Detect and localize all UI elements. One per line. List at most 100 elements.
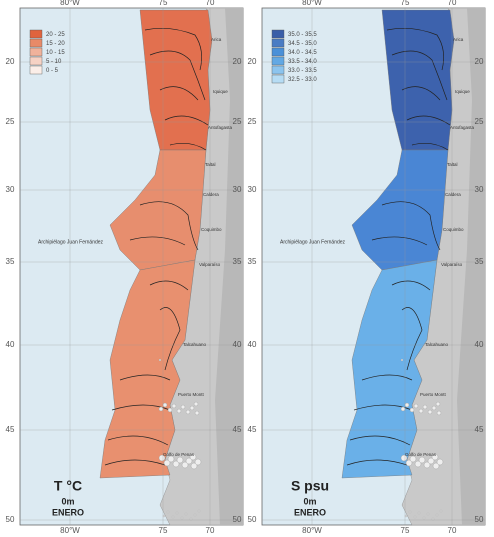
island [185,457,193,465]
island [189,405,195,411]
contour-line [139,201,199,251]
lon-tick-label: 80°W [60,526,80,535]
island [427,457,435,465]
lat-tick-label: 20 [248,57,257,66]
lon-tick-label: 75 [159,0,168,7]
island [158,454,166,462]
panel-title: S psu [291,478,329,494]
panel-depth: 0m [61,496,74,506]
legend-label: 35.0 - 35.5 [288,32,317,38]
legend-label: 33.5 - 34.0 [288,59,317,65]
contour-line [107,435,169,446]
lon-tick-label: 75 [401,526,410,535]
contour-line [361,374,413,381]
place-name: Talcahuano [183,342,207,347]
place-name: Arica [453,37,464,42]
place-name: Talcahuano [425,342,449,347]
island [171,403,177,409]
island [172,460,180,468]
legend-label: 5 - 10 [46,59,62,65]
island [185,409,191,415]
contour-line [391,50,448,101]
contour-line [164,115,209,126]
island [413,403,419,409]
lon-tick-label: 70 [448,0,457,7]
island [193,401,199,407]
lat-tick-label: 35 [6,257,15,266]
lon-tick-label: 70 [206,526,215,535]
contour-line [119,374,171,381]
island [418,456,426,464]
island [413,515,417,519]
lon-tick-label: 70 [206,0,215,7]
island [426,512,430,516]
contour-line [159,307,181,371]
place-name: Valparaíso [199,262,221,267]
place-name: Antofagasta [450,125,475,130]
island [431,517,435,521]
place-name: Coquimbo [201,227,222,232]
contour-line [401,307,423,371]
island [405,459,413,467]
island [167,455,175,463]
island [184,512,188,516]
island [166,510,170,514]
map-panel: 80°W 80°W 75 75 70 70 20 20 25 25 30 30 35 35 40 40 45 45… [248,0,486,535]
legend-swatch [29,56,43,66]
island [409,455,417,463]
island [189,453,197,461]
contour-line [104,459,166,466]
lat-tick-label: 20 [475,57,484,66]
island [194,458,202,466]
lon-tick-label: 75 [159,526,168,535]
lat-tick-label: 20 [233,57,242,66]
place-name: Antofagasta [208,125,233,130]
place-name: Taltal [205,162,216,167]
lat-tick-label: 35 [233,257,242,266]
legend-swatch [29,38,43,48]
place-name: Puerto Montt [178,392,205,397]
island [158,406,164,412]
legend-swatch [271,56,285,66]
island [189,517,193,521]
field-region [341,259,438,479]
island-label: Archipiélago Juan Fernández [280,239,346,245]
place-name: Coquimbo [443,227,464,232]
island [431,453,439,461]
place-name: Taltal [447,162,458,167]
island [171,515,175,519]
lon-tick-label: 70 [448,526,457,535]
island [197,509,201,513]
contour-line [129,236,186,246]
island-label: Archipiélago Juan Fernández [38,239,104,245]
lat-tick-label: 40 [475,340,484,349]
legend-swatch [271,38,285,48]
panel-month: ENERO [52,507,84,517]
contour-line [391,280,431,291]
island [190,462,198,470]
island [435,401,441,407]
legend-label: 0 - 5 [46,68,59,74]
contour-line [401,86,441,101]
place-name: Iquique [213,89,228,94]
island [162,514,166,518]
island [408,510,412,514]
panel-title: T °C [54,478,82,494]
lon-tick-label: 80°W [60,0,80,7]
lat-tick-label: 25 [475,117,484,126]
lat-tick-label: 45 [248,425,257,434]
contour-line [349,435,411,446]
island [176,408,182,414]
lat-tick-label: 25 [233,117,242,126]
lon-tick-label: 80°W [302,526,322,535]
island [400,406,406,412]
island [409,407,415,413]
island [404,402,410,408]
island [435,513,439,517]
contour-line [353,404,413,411]
lat-tick-label: 25 [248,117,257,126]
lat-tick-label: 40 [248,340,257,349]
legend-label: 34.0 - 34.5 [288,50,317,56]
contour-line [371,236,428,246]
